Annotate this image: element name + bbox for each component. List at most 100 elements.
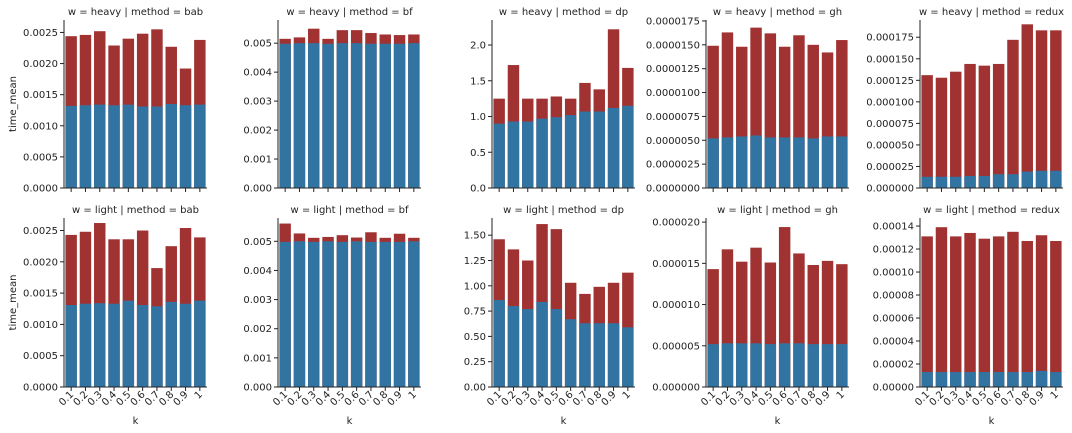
- bar-bottom: [950, 176, 962, 188]
- y-tick-label: 0.0000025: [646, 160, 700, 171]
- panel-title: w = light | method = bf: [290, 205, 409, 216]
- bar-top: [793, 35, 805, 188]
- y-tick-label: 0.0015: [23, 90, 58, 101]
- bar-bottom: [935, 372, 948, 387]
- y-tick-label: 2.0: [470, 41, 486, 52]
- y-tick-label: 0.000005: [652, 341, 700, 352]
- bar-bottom: [1050, 372, 1062, 387]
- bar-bottom: [978, 175, 991, 188]
- bar-top: [978, 65, 991, 188]
- x-tick-label: 0.9: [172, 389, 191, 408]
- bar-bottom: [707, 138, 719, 188]
- x-tick-label: 0.9: [600, 389, 619, 408]
- bar-top: [921, 236, 933, 387]
- bar-bottom: [365, 43, 377, 188]
- bar-bottom: [94, 303, 106, 387]
- bar-bottom: [393, 43, 406, 188]
- facet-panel: w = light | method = redux 0.00000 0.00002…: [873, 205, 1063, 427]
- x-tick-label: 1: [1049, 389, 1061, 401]
- panel-title: w = heavy | method = dp: [499, 7, 628, 18]
- bar-bottom: [778, 343, 791, 387]
- bar-top: [964, 232, 976, 387]
- bar-bottom: [622, 327, 634, 387]
- bar-bottom: [736, 343, 748, 387]
- y-tick-label: 0.000000: [652, 383, 700, 394]
- bar-bottom: [736, 136, 748, 188]
- y-tick-label: 0.00006: [873, 314, 914, 325]
- y-tick-label: 0.000000: [866, 184, 914, 195]
- bar-bottom: [493, 123, 505, 188]
- bar-bottom: [1007, 372, 1019, 387]
- bar-bottom: [151, 306, 163, 387]
- bar-top: [921, 75, 933, 188]
- y-tick-label: 0.0020: [23, 257, 58, 268]
- bar-top: [721, 32, 734, 188]
- facet-panel: w = light | method = gh 0.000000 0.000005 0…: [652, 205, 849, 427]
- bar-bottom: [79, 303, 92, 387]
- bar-bottom: [379, 43, 391, 188]
- y-tick-label: 0.0000050: [646, 136, 700, 147]
- bar-bottom: [493, 299, 505, 387]
- bar-top: [807, 44, 819, 188]
- bar-bottom: [293, 43, 306, 188]
- x-tick-label: 0.9: [386, 389, 405, 408]
- y-tick-label: 0.002: [243, 126, 272, 137]
- bar-bottom: [522, 309, 534, 387]
- bar-bottom: [536, 118, 548, 188]
- x-axis-label: k: [775, 416, 781, 427]
- bar-bottom: [964, 372, 976, 387]
- bar-bottom: [607, 323, 620, 387]
- bar-top: [964, 63, 976, 188]
- y-tick-label: 0.0010: [23, 320, 58, 331]
- facet-panel: w = heavy | method = gh 0.0000000 0.000002…: [646, 7, 849, 195]
- panel-title: w = heavy | method = gh: [713, 7, 842, 18]
- bar-bottom: [136, 106, 149, 188]
- bar-bottom: [136, 305, 149, 387]
- bar-top: [1021, 240, 1033, 387]
- bar-bottom: [179, 105, 192, 188]
- y-tick-label: 0.00008: [873, 291, 914, 302]
- bar-top: [707, 269, 719, 387]
- x-tick-label: 1: [193, 389, 205, 401]
- y-tick-label: 0.005: [243, 39, 272, 50]
- bar-top: [750, 247, 762, 387]
- panel-title: w = heavy | method = redux: [919, 7, 1064, 18]
- bar-bottom: [778, 137, 791, 188]
- y-tick-label: 0.0000075: [646, 112, 700, 123]
- bar-top: [836, 40, 848, 188]
- bar-bottom: [365, 241, 377, 387]
- bar-top: [950, 71, 962, 188]
- bar-bottom: [593, 111, 605, 188]
- bar-top: [992, 63, 1005, 188]
- x-axis-label: k: [347, 416, 353, 427]
- bar-bottom: [336, 241, 349, 387]
- bar-top: [935, 77, 948, 188]
- bar-bottom: [122, 300, 135, 387]
- y-tick-label: 0.003: [243, 295, 272, 306]
- x-tick-label: 1: [621, 389, 633, 401]
- facet-panel: w = light | method = dp 0.00 0.25 0.50 0.75 1…: [464, 205, 635, 427]
- x-axis-label: k: [561, 416, 567, 427]
- bar-top: [721, 249, 734, 387]
- bar-top: [707, 45, 719, 188]
- bar-bottom: [564, 115, 577, 188]
- bar-bottom: [336, 43, 349, 188]
- y-tick-label: 1.25: [464, 256, 486, 267]
- y-tick-label: 0.5: [470, 148, 486, 159]
- bar-bottom: [793, 137, 805, 188]
- y-tick-label: 0.004: [243, 68, 272, 79]
- y-tick-label: 0.0000125: [646, 64, 700, 75]
- bar-top: [1035, 30, 1048, 189]
- bar-bottom: [836, 136, 848, 188]
- bar-top: [950, 236, 962, 387]
- y-tick-label: 0.0025: [23, 226, 58, 237]
- bar-bottom: [821, 136, 834, 188]
- y-tick-label: 0.001: [243, 353, 272, 364]
- panel-title: w = heavy | method = bab: [68, 7, 203, 18]
- y-tick-label: 0.001: [243, 155, 272, 166]
- y-tick-label: 0.00012: [873, 245, 914, 256]
- bar-bottom: [750, 135, 762, 188]
- bar-top: [750, 27, 762, 188]
- bar-bottom: [507, 121, 520, 188]
- bar-top: [764, 262, 777, 387]
